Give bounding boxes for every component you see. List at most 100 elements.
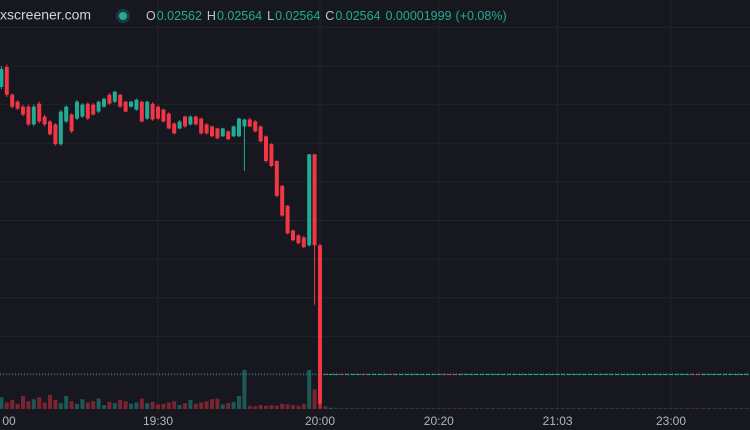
volume-bar <box>507 408 511 409</box>
change-percent: (+0.08%) <box>456 9 507 23</box>
candle-body <box>156 106 160 119</box>
volume-bar <box>744 408 749 409</box>
volume-bar <box>350 408 355 409</box>
volume-bar <box>512 408 517 409</box>
volume-bar <box>377 408 382 409</box>
volume-bar <box>685 408 690 409</box>
candle-body <box>177 121 182 129</box>
volume-bar <box>393 408 398 409</box>
candle-body <box>199 118 204 134</box>
candle-body <box>80 104 85 117</box>
candle-body <box>161 109 166 122</box>
candle-body <box>220 128 225 137</box>
volume-bar <box>285 404 290 409</box>
legend-value: 0.02564 <box>335 9 380 23</box>
candle-body <box>615 373 619 375</box>
volume-bar <box>539 408 544 409</box>
candle-body <box>280 185 285 216</box>
volume-bar <box>631 408 636 409</box>
volume-bar <box>96 398 101 409</box>
volume-bar <box>21 396 25 409</box>
candle-body <box>123 101 128 112</box>
status-dot <box>119 12 127 20</box>
candle-body <box>172 123 177 134</box>
legend-key: H <box>207 9 216 23</box>
candle-body <box>129 101 133 107</box>
candle-body <box>26 106 31 125</box>
volume-bar <box>199 402 204 409</box>
candle-body <box>723 373 727 375</box>
candle-body <box>210 126 214 137</box>
volume-bar <box>733 408 738 409</box>
volume-bar <box>107 401 112 409</box>
candle-body <box>534 373 538 375</box>
volume-bar <box>210 399 214 409</box>
candle-body <box>150 103 155 120</box>
volume-bar <box>620 408 625 409</box>
volume-bar <box>588 408 592 409</box>
candle-body <box>426 373 430 375</box>
candle-body <box>96 101 101 112</box>
change-value: 0.00001999 <box>386 9 452 23</box>
candle-body <box>669 373 673 375</box>
candle-body <box>75 101 79 119</box>
volume-bar <box>517 408 522 409</box>
volume-bar <box>42 402 47 409</box>
volume-bar <box>37 397 42 409</box>
volume-bar <box>426 408 430 409</box>
volume-bar <box>544 408 549 409</box>
candle-body <box>647 373 652 375</box>
volume-bar <box>366 408 371 409</box>
header: xscreener.com O0.02562 H0.02564 L0.02564 C0… <box>0 7 507 24</box>
volume-bar <box>328 407 333 409</box>
volume-bar <box>188 399 193 409</box>
legend-key: C <box>325 9 334 23</box>
volume-bar <box>571 408 576 409</box>
volume-bar <box>80 399 85 409</box>
candle-body <box>15 101 20 109</box>
volume-bar <box>75 403 79 409</box>
volume-bar <box>193 403 198 409</box>
candle-body <box>318 245 322 404</box>
volume-bar <box>388 408 393 409</box>
candle-body <box>231 126 236 137</box>
volume-bar <box>339 408 344 409</box>
volume-bar <box>523 408 528 409</box>
volume-bar <box>679 408 684 409</box>
candle-body <box>539 373 544 375</box>
volume-bar <box>220 404 225 409</box>
candle-body <box>701 373 706 375</box>
candle-body <box>269 144 274 166</box>
volume-bar <box>258 405 263 409</box>
volume-bar <box>312 389 317 409</box>
candle-body <box>291 230 295 241</box>
candle-body <box>139 101 144 122</box>
candle-body <box>31 106 36 125</box>
volume-bar <box>469 408 474 409</box>
candle-body <box>107 94 112 104</box>
volume-bar <box>474 408 479 409</box>
volume-bar <box>372 408 376 409</box>
candle-body <box>431 373 436 375</box>
volume-bar <box>561 408 565 409</box>
candle-body <box>566 373 571 375</box>
candle-body <box>188 116 193 125</box>
candle-body <box>620 373 625 375</box>
candle-body <box>717 373 722 375</box>
volume-bar <box>447 408 452 409</box>
candle-body <box>37 103 42 122</box>
volume-bar <box>0 397 4 409</box>
candle-body <box>350 373 355 375</box>
volume-bar <box>307 370 312 409</box>
candle-body <box>53 124 58 145</box>
volume-bar <box>242 370 247 409</box>
volume-bar <box>53 399 58 409</box>
candle-body <box>366 373 371 375</box>
volume-bar <box>496 408 501 409</box>
candle-body <box>458 373 463 375</box>
volume-bar <box>118 399 123 409</box>
volume-bar <box>247 405 252 409</box>
